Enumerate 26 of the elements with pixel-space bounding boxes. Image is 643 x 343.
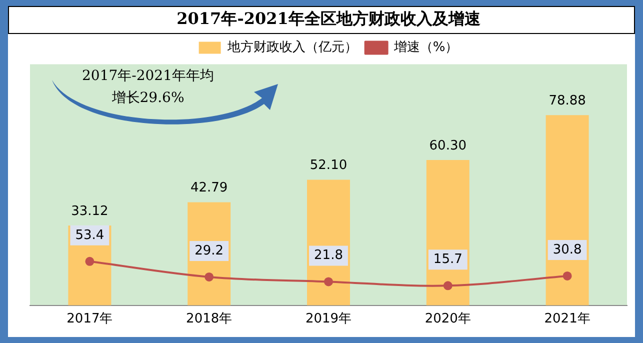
legend-label: 增速（%） [392, 40, 458, 56]
chart-title: 2017年-2021年全区地方财政收入及增速 [176, 8, 482, 28]
point [85, 256, 94, 266]
data-label: 29.2 [194, 243, 224, 258]
data-label: 21.8 [314, 248, 343, 264]
data-label: 60.30 [429, 138, 467, 154]
data-label: 30.8 [552, 242, 582, 258]
point [562, 271, 572, 280]
point [443, 281, 452, 290]
x-tick-label: 2021年 [544, 312, 590, 327]
data-label: 78.88 [548, 94, 586, 109]
annotation: 增长29.6% [110, 90, 184, 106]
point [204, 272, 214, 282]
annotation: 2017年-2021年年均 [82, 68, 214, 84]
legend-label: 地方财政收入（亿元） [226, 39, 358, 56]
data-label: 52.10 [310, 158, 348, 174]
x-tick-label: 2017年 [66, 312, 113, 327]
data-label: 42.79 [190, 180, 228, 196]
bar [546, 115, 589, 306]
data-label: 53.4 [75, 228, 104, 243]
point [324, 277, 333, 286]
x-tick-label: 2019年 [305, 312, 352, 327]
x-tick-label: 2020年 [424, 312, 471, 327]
data-label: 33.12 [71, 204, 108, 219]
data-label: 15.7 [433, 252, 462, 268]
x-tick-label: 2018年 [186, 312, 232, 327]
